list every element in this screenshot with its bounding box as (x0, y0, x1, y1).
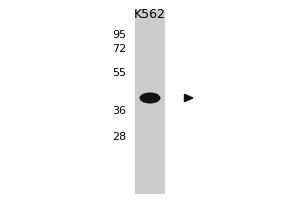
Text: K562: K562 (134, 8, 166, 21)
Text: 28: 28 (112, 132, 126, 142)
Ellipse shape (140, 93, 160, 103)
Text: 72: 72 (112, 44, 126, 54)
Text: 55: 55 (112, 68, 126, 78)
Text: 95: 95 (112, 30, 126, 40)
Bar (135, 10, 165, 194)
Text: 36: 36 (112, 106, 126, 116)
Polygon shape (184, 94, 193, 102)
